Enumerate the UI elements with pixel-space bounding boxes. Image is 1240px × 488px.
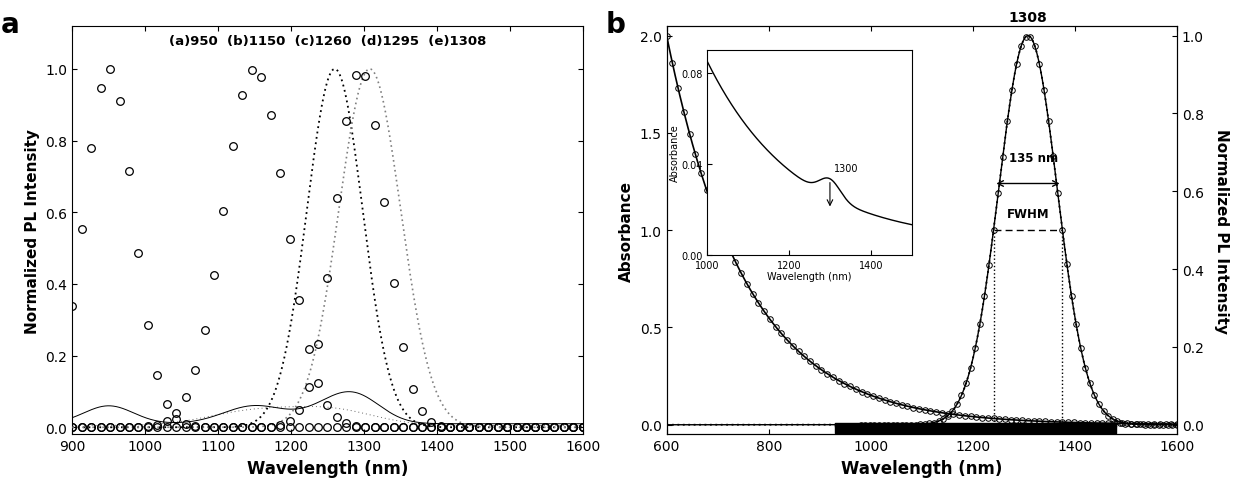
Text: b: b bbox=[605, 11, 625, 39]
Y-axis label: Normalized PL Intensity: Normalized PL Intensity bbox=[1214, 128, 1229, 333]
Y-axis label: Absorbance: Absorbance bbox=[619, 181, 634, 281]
Text: FWHM: FWHM bbox=[1007, 207, 1049, 221]
Text: 135 nm: 135 nm bbox=[1008, 152, 1058, 165]
Text: 1308: 1308 bbox=[1008, 11, 1048, 25]
Y-axis label: Normalized PL Intensity: Normalized PL Intensity bbox=[25, 128, 40, 333]
X-axis label: Wavelength (nm): Wavelength (nm) bbox=[247, 459, 408, 477]
Text: a: a bbox=[1, 11, 20, 39]
X-axis label: Wavelength (nm): Wavelength (nm) bbox=[841, 459, 1002, 477]
Text: (a)950  (b)1150  (c)1260  (d)1295  (e)1308: (a)950 (b)1150 (c)1260 (d)1295 (e)1308 bbox=[169, 35, 486, 48]
